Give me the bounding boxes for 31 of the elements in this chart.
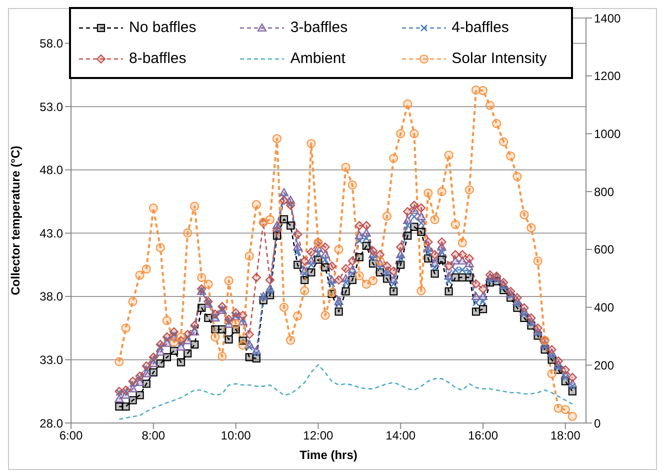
y2-tick-label: 1200 — [594, 69, 622, 84]
x-tick-label: 16:00 — [468, 428, 498, 443]
legend-label: Solar Intensity — [452, 50, 547, 67]
y-tick-label: 33.0 — [40, 352, 64, 367]
legend-label: 8-baffles — [129, 50, 186, 67]
y2-tick-label: 400 — [594, 300, 614, 315]
x-tick-label: 14:00 — [386, 428, 416, 443]
x-tick-label: 8:00 — [142, 428, 166, 443]
legend-label: 4-baffles — [452, 19, 509, 36]
y-tick-label: 48.0 — [40, 163, 64, 178]
x-tick-label: 6:00 — [59, 428, 83, 443]
y-axis-title: Collector temperature (°C) — [8, 146, 22, 296]
x-axis-title: Time (hrs) — [300, 448, 358, 462]
legend-label: 3-baffles — [290, 19, 348, 36]
y2-tick-label: 0 — [594, 416, 601, 430]
line-series — [118, 364, 574, 420]
y-tick-label: 28.0 — [40, 416, 64, 430]
y2-tick-label: 800 — [594, 184, 614, 199]
x-tick-label: 18:00 — [550, 428, 581, 443]
legend-label: No baffles — [129, 19, 196, 36]
legend-label: Ambient — [290, 50, 346, 67]
y2-tick-label: 1400 — [594, 11, 622, 26]
y-tick-label: 38.0 — [40, 290, 64, 304]
y2-tick-label: 600 — [594, 242, 614, 257]
y2-tick-label: 1000 — [594, 126, 622, 141]
y-tick-label: 53.0 — [40, 100, 64, 114]
y-tick-label: 43.0 — [40, 226, 64, 240]
x-tick-label: 10:00 — [220, 428, 252, 443]
x-tick-label: 12:00 — [303, 428, 334, 443]
y2-tick-label: 200 — [594, 358, 614, 372]
y-tick-label: 58.0 — [40, 36, 64, 51]
